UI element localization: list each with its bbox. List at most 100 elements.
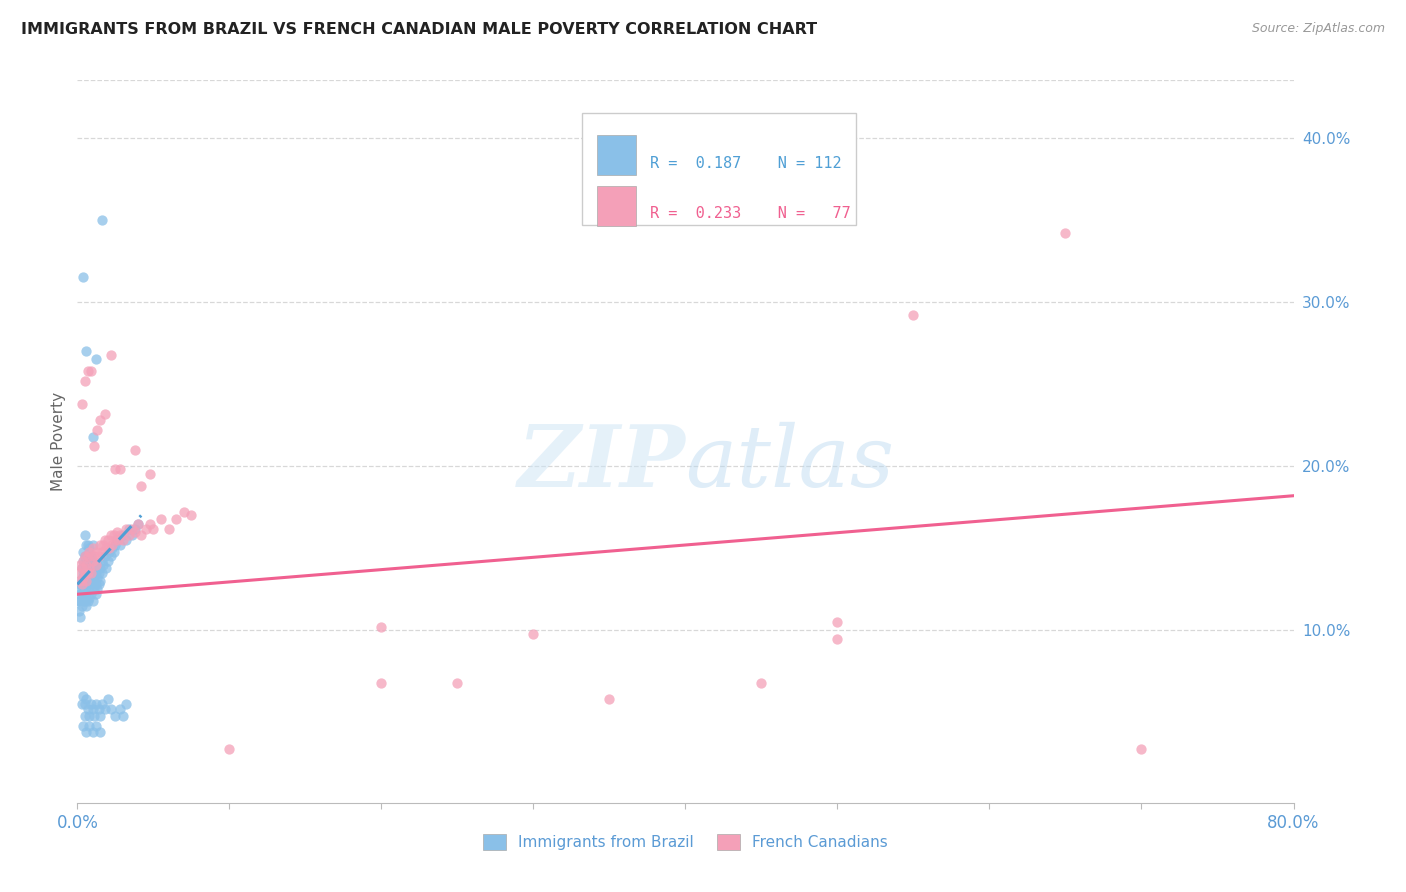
Point	[104, 533, 127, 547]
Point	[97, 533, 120, 547]
FancyBboxPatch shape	[582, 112, 856, 225]
Point	[118, 522, 141, 536]
Point	[96, 561, 118, 575]
Point	[108, 462, 131, 476]
Point	[82, 577, 104, 591]
Point	[105, 533, 128, 547]
Point	[115, 698, 138, 712]
Point	[101, 541, 124, 556]
Point	[107, 533, 129, 547]
Point	[72, 544, 94, 558]
Point	[69, 587, 91, 601]
Point	[72, 582, 94, 597]
Point	[77, 538, 100, 552]
Point	[70, 587, 93, 601]
Legend: Immigrants from Brazil, French Canadians: Immigrants from Brazil, French Canadians	[477, 829, 894, 856]
Point	[370, 676, 392, 690]
Point	[77, 702, 100, 716]
Point	[84, 566, 107, 580]
Point	[86, 582, 108, 597]
Point	[83, 549, 105, 564]
Point	[79, 577, 101, 591]
Point	[73, 374, 96, 388]
Point	[77, 571, 100, 585]
Point	[93, 407, 115, 421]
Point	[1130, 741, 1153, 756]
Point	[72, 554, 94, 568]
Point	[97, 692, 120, 706]
Text: IMMIGRANTS FROM BRAZIL VS FRENCH CANADIAN MALE POVERTY CORRELATION CHART: IMMIGRANTS FROM BRAZIL VS FRENCH CANADIA…	[21, 22, 817, 37]
Point	[73, 549, 96, 564]
Text: R =  0.187    N = 112: R = 0.187 N = 112	[650, 156, 842, 170]
FancyBboxPatch shape	[596, 136, 636, 175]
Point	[70, 397, 93, 411]
Point	[80, 549, 103, 564]
Point	[75, 566, 97, 580]
Point	[157, 522, 180, 536]
Point	[79, 708, 101, 723]
Point	[82, 566, 104, 580]
Point	[72, 594, 94, 608]
Point	[79, 561, 101, 575]
Point	[77, 594, 100, 608]
Text: Source: ZipAtlas.com: Source: ZipAtlas.com	[1251, 22, 1385, 36]
Point	[84, 352, 107, 367]
Point	[165, 512, 187, 526]
Point	[83, 440, 105, 454]
Point	[75, 538, 97, 552]
Point	[218, 741, 240, 756]
Point	[79, 544, 101, 558]
Point	[79, 718, 101, 732]
Point	[69, 594, 91, 608]
Point	[87, 566, 110, 580]
Point	[67, 604, 90, 618]
Point	[97, 554, 120, 568]
Point	[73, 708, 96, 723]
Text: atlas: atlas	[686, 422, 894, 505]
Point	[73, 528, 96, 542]
Point	[121, 528, 143, 542]
Point	[73, 571, 96, 585]
Point	[70, 561, 93, 575]
Point	[129, 479, 152, 493]
Point	[90, 212, 112, 227]
Point	[98, 541, 121, 556]
Point	[80, 587, 103, 601]
Point	[91, 558, 114, 572]
Point	[73, 561, 96, 575]
Point	[139, 516, 162, 531]
Point	[100, 702, 122, 716]
Point	[108, 528, 131, 542]
Point	[84, 577, 107, 591]
Point	[69, 610, 91, 624]
Point	[86, 558, 108, 572]
Point	[108, 702, 131, 716]
Point	[86, 423, 108, 437]
Point	[72, 554, 94, 568]
FancyBboxPatch shape	[596, 186, 636, 226]
Point	[82, 554, 104, 568]
Point	[751, 676, 773, 690]
Point	[89, 725, 111, 739]
Point	[180, 508, 202, 523]
Point	[98, 544, 121, 558]
Point	[72, 571, 94, 585]
Point	[93, 533, 115, 547]
Point	[77, 561, 100, 575]
Point	[79, 541, 101, 556]
Point	[118, 528, 141, 542]
Point	[83, 558, 105, 572]
Point	[89, 413, 111, 427]
Point	[115, 522, 138, 536]
Point	[90, 566, 112, 580]
Point	[82, 538, 104, 552]
Point	[82, 541, 104, 556]
Point	[84, 558, 107, 572]
Point	[73, 582, 96, 597]
Point	[105, 524, 128, 539]
Point	[121, 522, 143, 536]
Point	[135, 522, 157, 536]
Point	[827, 615, 849, 630]
Point	[83, 708, 105, 723]
Point	[87, 702, 110, 716]
